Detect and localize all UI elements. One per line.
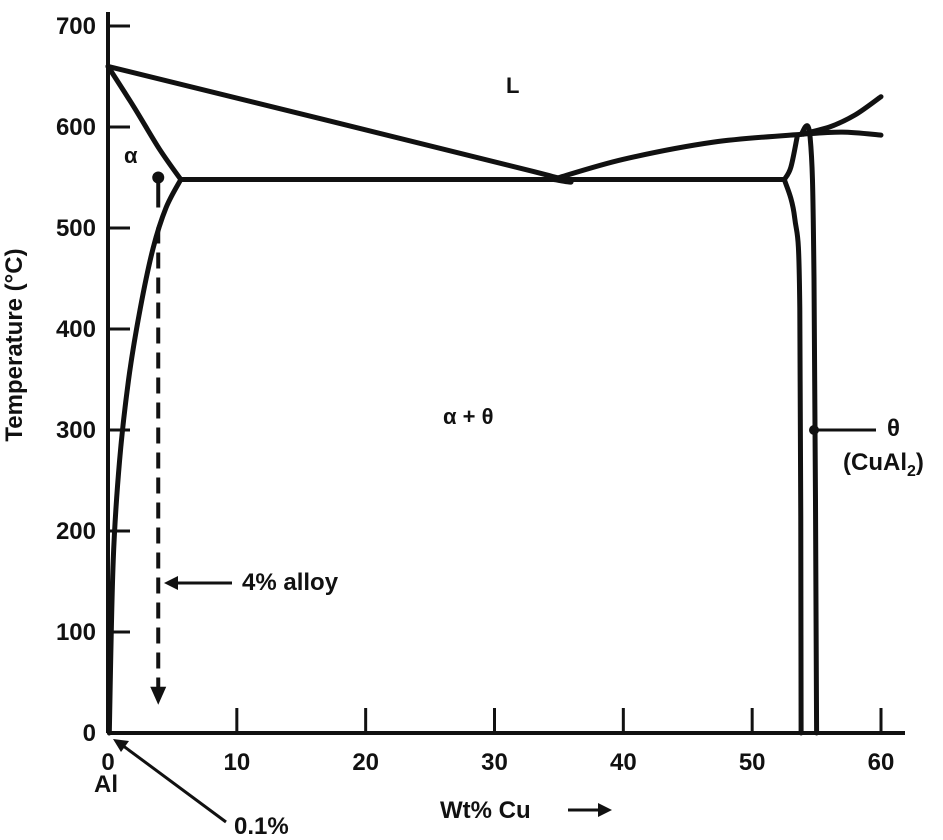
y-tick-label: 600 bbox=[56, 114, 96, 141]
region-label-liquid: L bbox=[506, 73, 519, 98]
phase-boundaries bbox=[105, 63, 884, 736]
solubility-pointer-arrowhead bbox=[113, 739, 129, 752]
curve-theta-left-lower bbox=[781, 177, 804, 736]
solubility-label: 0.1% bbox=[234, 813, 289, 840]
x-axis-title: Wt% Cu bbox=[440, 797, 531, 824]
y-tick-label: 200 bbox=[56, 518, 96, 545]
x-tick-label: 20 bbox=[352, 749, 379, 776]
y-tick-label: 500 bbox=[56, 215, 96, 242]
x-axis-title-arrow bbox=[568, 803, 612, 817]
region-label-alpha-theta: α + θ bbox=[443, 404, 494, 429]
x-tick-label: 60 bbox=[868, 749, 895, 776]
x-axis-title-arrow-head bbox=[598, 803, 612, 817]
alloy-label: 4% alloy bbox=[242, 569, 339, 596]
y-tick-label: 100 bbox=[56, 619, 96, 646]
alloy-path-arrowhead bbox=[150, 686, 167, 705]
annotation-marks bbox=[113, 171, 876, 824]
x-tick-label: 40 bbox=[610, 749, 637, 776]
alloy-pointer-arrowhead bbox=[164, 576, 178, 590]
y-tick-label: 400 bbox=[56, 316, 96, 343]
curve-theta-peritectic-line bbox=[801, 129, 884, 138]
axes bbox=[106, 12, 905, 735]
y-tick-label: 0 bbox=[83, 720, 96, 747]
x-tick-label: 10 bbox=[223, 749, 250, 776]
x-tick-label: 50 bbox=[739, 749, 766, 776]
curve-liquidus-al-side bbox=[105, 63, 574, 185]
curve-solidus-alpha bbox=[105, 63, 184, 182]
curve-theta-left-upper bbox=[781, 133, 800, 182]
curve-liquidus-upper bbox=[798, 94, 884, 137]
y-axis-title: Temperature (°C) bbox=[1, 248, 28, 441]
curve-liquidus-theta-side bbox=[550, 131, 807, 182]
theta-label: θ bbox=[887, 415, 900, 442]
region-label-alpha: α bbox=[124, 143, 138, 168]
theta-formula: (CuAl2) bbox=[843, 449, 924, 480]
x-tick-label: 30 bbox=[481, 749, 508, 776]
curve-solvus-alpha bbox=[106, 177, 184, 736]
y-tick-label: 300 bbox=[56, 417, 96, 444]
solubility-pointer-line bbox=[121, 743, 227, 824]
y-tick-label: 700 bbox=[56, 13, 96, 40]
labels: Temperature (°C) Wt% Cu L α α + θ θ (CuA… bbox=[1, 73, 924, 840]
x-tick-label: 0 bbox=[101, 749, 114, 776]
al-label: Al bbox=[94, 771, 118, 798]
